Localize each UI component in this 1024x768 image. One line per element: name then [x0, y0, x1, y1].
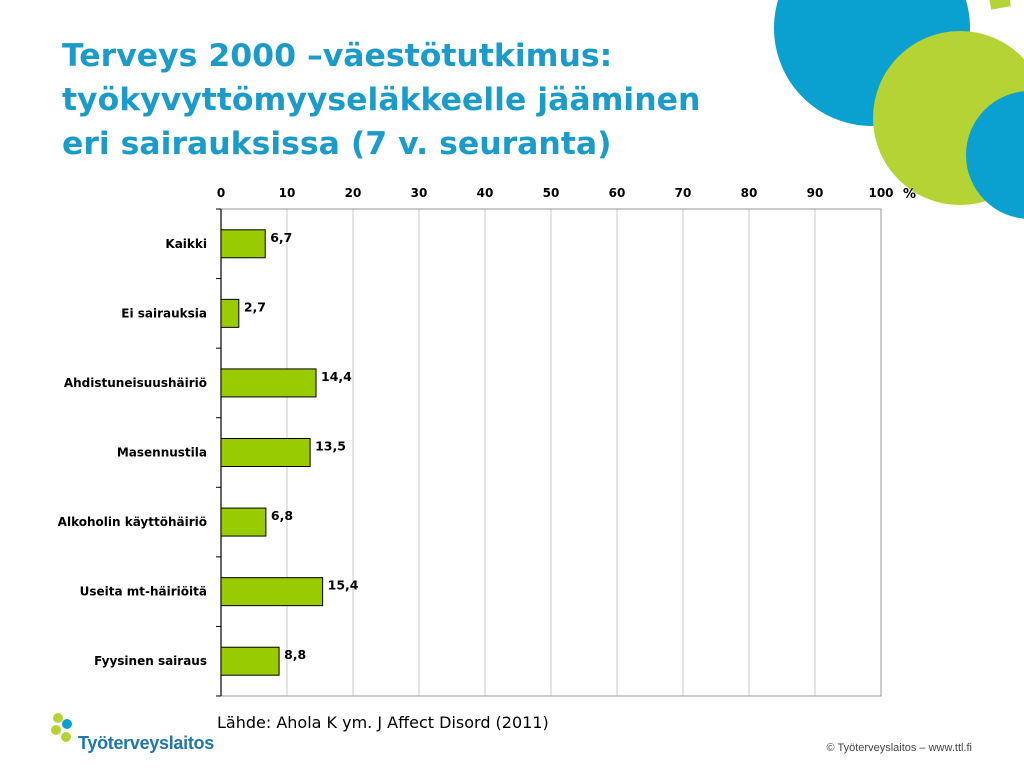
value-label: 13,5 — [315, 439, 346, 454]
bar — [220, 298, 240, 328]
slide-title: Terveys 2000 –väestötutkimus: työkyvyttö… — [62, 34, 782, 166]
x-tick-label: 70 — [675, 186, 692, 200]
value-label: 14,4 — [321, 369, 352, 384]
bar — [220, 507, 267, 537]
title-line-1: Terveys 2000 –väestötutkimus: — [62, 38, 613, 74]
category-label: Alkoholin käyttöhäiriö — [58, 515, 207, 529]
deco-circle-blue-small — [966, 91, 1024, 219]
deco-square-green — [989, 0, 1011, 10]
title-line-3: eri sairauksissa (7 v. seuranta) — [62, 126, 612, 162]
x-tick-label: 20 — [345, 186, 362, 200]
title-line-2: työkyvyttömyyseläkkeelle jääminen — [62, 82, 701, 118]
bar — [220, 438, 311, 467]
x-tick-label: 80 — [741, 186, 758, 200]
bar — [220, 577, 324, 607]
x-tick-label: 30 — [411, 186, 428, 200]
logo-text: Työterveyslaitos — [78, 733, 214, 753]
category-label: Ahdistuneisuushäiriö — [64, 376, 207, 390]
x-tick-label: 0 — [217, 186, 225, 200]
x-tick-label: 100 — [868, 186, 893, 200]
category-label: Masennustila — [117, 446, 207, 460]
x-tick-label: 60 — [609, 186, 626, 200]
x-tick-label: 40 — [477, 186, 494, 200]
value-label: 6,7 — [270, 230, 292, 245]
category-label: Ei sairauksia — [121, 306, 207, 320]
bar — [220, 229, 266, 259]
x-tick-label: 50 — [543, 186, 560, 200]
x-tick-label: 90 — [807, 186, 824, 200]
value-label: 6,8 — [271, 508, 293, 523]
footer-copyright: © Työterveyslaitos – www.ttl.fi — [826, 742, 972, 754]
category-label: Kaikki — [165, 237, 207, 251]
x-tick-label: 10 — [279, 186, 296, 200]
value-label: 2,7 — [244, 299, 266, 314]
value-label: 8,8 — [284, 647, 306, 662]
bar — [220, 646, 280, 676]
source-citation: Lähde: Ahola K ym. J Affect Disord (2011… — [217, 713, 549, 732]
value-label: 15,4 — [328, 578, 359, 593]
category-label: Useita mt-häiriöitä — [80, 585, 207, 599]
logo-icon — [51, 713, 72, 742]
bar — [220, 368, 317, 398]
category-label: Fyysinen sairaus — [94, 654, 207, 668]
x-unit-label: % — [903, 187, 916, 202]
